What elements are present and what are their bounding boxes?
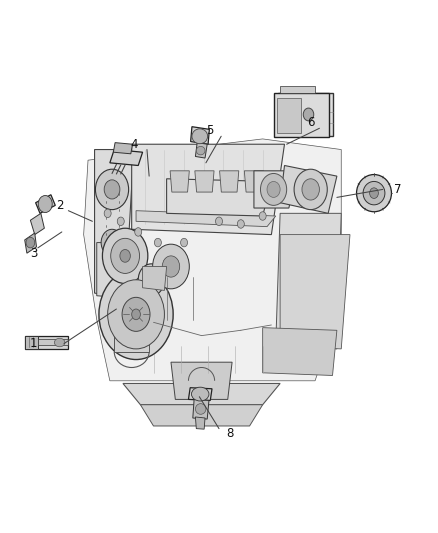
Polygon shape — [136, 211, 276, 227]
Polygon shape — [95, 150, 134, 298]
Text: 1: 1 — [30, 337, 37, 350]
Polygon shape — [84, 139, 341, 381]
Polygon shape — [123, 383, 280, 405]
Ellipse shape — [54, 338, 65, 347]
Ellipse shape — [261, 173, 287, 205]
Ellipse shape — [104, 209, 111, 217]
Polygon shape — [280, 86, 315, 93]
Ellipse shape — [191, 387, 209, 401]
Bar — [277, 98, 301, 133]
Polygon shape — [166, 179, 272, 216]
Polygon shape — [35, 195, 55, 213]
Ellipse shape — [102, 228, 148, 284]
Polygon shape — [132, 144, 285, 235]
Polygon shape — [25, 233, 36, 253]
Text: 7: 7 — [394, 183, 402, 196]
Polygon shape — [141, 405, 263, 426]
Polygon shape — [219, 171, 239, 192]
Polygon shape — [280, 235, 350, 349]
Ellipse shape — [122, 297, 150, 332]
Text: 3: 3 — [30, 247, 37, 260]
Ellipse shape — [152, 244, 189, 289]
Text: 6: 6 — [307, 117, 314, 130]
Polygon shape — [195, 143, 207, 158]
Text: 4: 4 — [130, 138, 138, 151]
Polygon shape — [143, 266, 166, 290]
Ellipse shape — [180, 238, 187, 247]
Ellipse shape — [26, 237, 35, 248]
Ellipse shape — [363, 181, 385, 205]
Ellipse shape — [132, 309, 141, 320]
Ellipse shape — [357, 174, 392, 212]
Polygon shape — [188, 387, 212, 400]
Ellipse shape — [135, 228, 142, 236]
Ellipse shape — [192, 129, 208, 144]
Ellipse shape — [196, 147, 205, 155]
Polygon shape — [244, 171, 264, 192]
Polygon shape — [25, 336, 38, 349]
Polygon shape — [191, 127, 209, 144]
Ellipse shape — [162, 256, 180, 277]
Polygon shape — [276, 213, 341, 349]
Polygon shape — [113, 143, 133, 154]
Polygon shape — [315, 289, 341, 308]
Ellipse shape — [303, 108, 314, 121]
Polygon shape — [110, 150, 143, 165]
Ellipse shape — [101, 229, 123, 256]
Polygon shape — [97, 243, 134, 298]
Polygon shape — [25, 336, 68, 349]
Ellipse shape — [370, 188, 378, 198]
Ellipse shape — [154, 238, 161, 247]
Polygon shape — [114, 330, 149, 352]
Polygon shape — [254, 171, 297, 208]
Ellipse shape — [304, 112, 308, 117]
Polygon shape — [30, 213, 44, 235]
Ellipse shape — [294, 169, 327, 209]
Ellipse shape — [302, 109, 311, 120]
Ellipse shape — [259, 212, 266, 220]
Bar — [278, 93, 332, 136]
Ellipse shape — [267, 181, 280, 197]
Polygon shape — [315, 236, 341, 255]
Ellipse shape — [302, 179, 319, 200]
Ellipse shape — [111, 238, 140, 273]
Ellipse shape — [38, 196, 52, 213]
Polygon shape — [315, 316, 341, 335]
Ellipse shape — [117, 217, 124, 225]
Ellipse shape — [104, 180, 120, 199]
Polygon shape — [171, 362, 232, 399]
Polygon shape — [38, 340, 68, 345]
Polygon shape — [195, 417, 205, 429]
Text: 2: 2 — [56, 199, 64, 212]
Ellipse shape — [237, 220, 244, 228]
Polygon shape — [280, 165, 337, 213]
Ellipse shape — [138, 264, 164, 296]
Ellipse shape — [120, 249, 131, 262]
Polygon shape — [170, 171, 189, 192]
Polygon shape — [263, 328, 337, 375]
Bar — [274, 93, 329, 137]
Ellipse shape — [195, 403, 206, 414]
Polygon shape — [195, 171, 214, 192]
Text: 8: 8 — [226, 427, 233, 440]
Ellipse shape — [145, 272, 158, 288]
Ellipse shape — [108, 280, 164, 349]
Text: 5: 5 — [207, 124, 214, 138]
Ellipse shape — [215, 217, 223, 225]
Ellipse shape — [99, 269, 173, 360]
Polygon shape — [193, 399, 209, 419]
Polygon shape — [315, 262, 341, 281]
Ellipse shape — [95, 169, 129, 209]
